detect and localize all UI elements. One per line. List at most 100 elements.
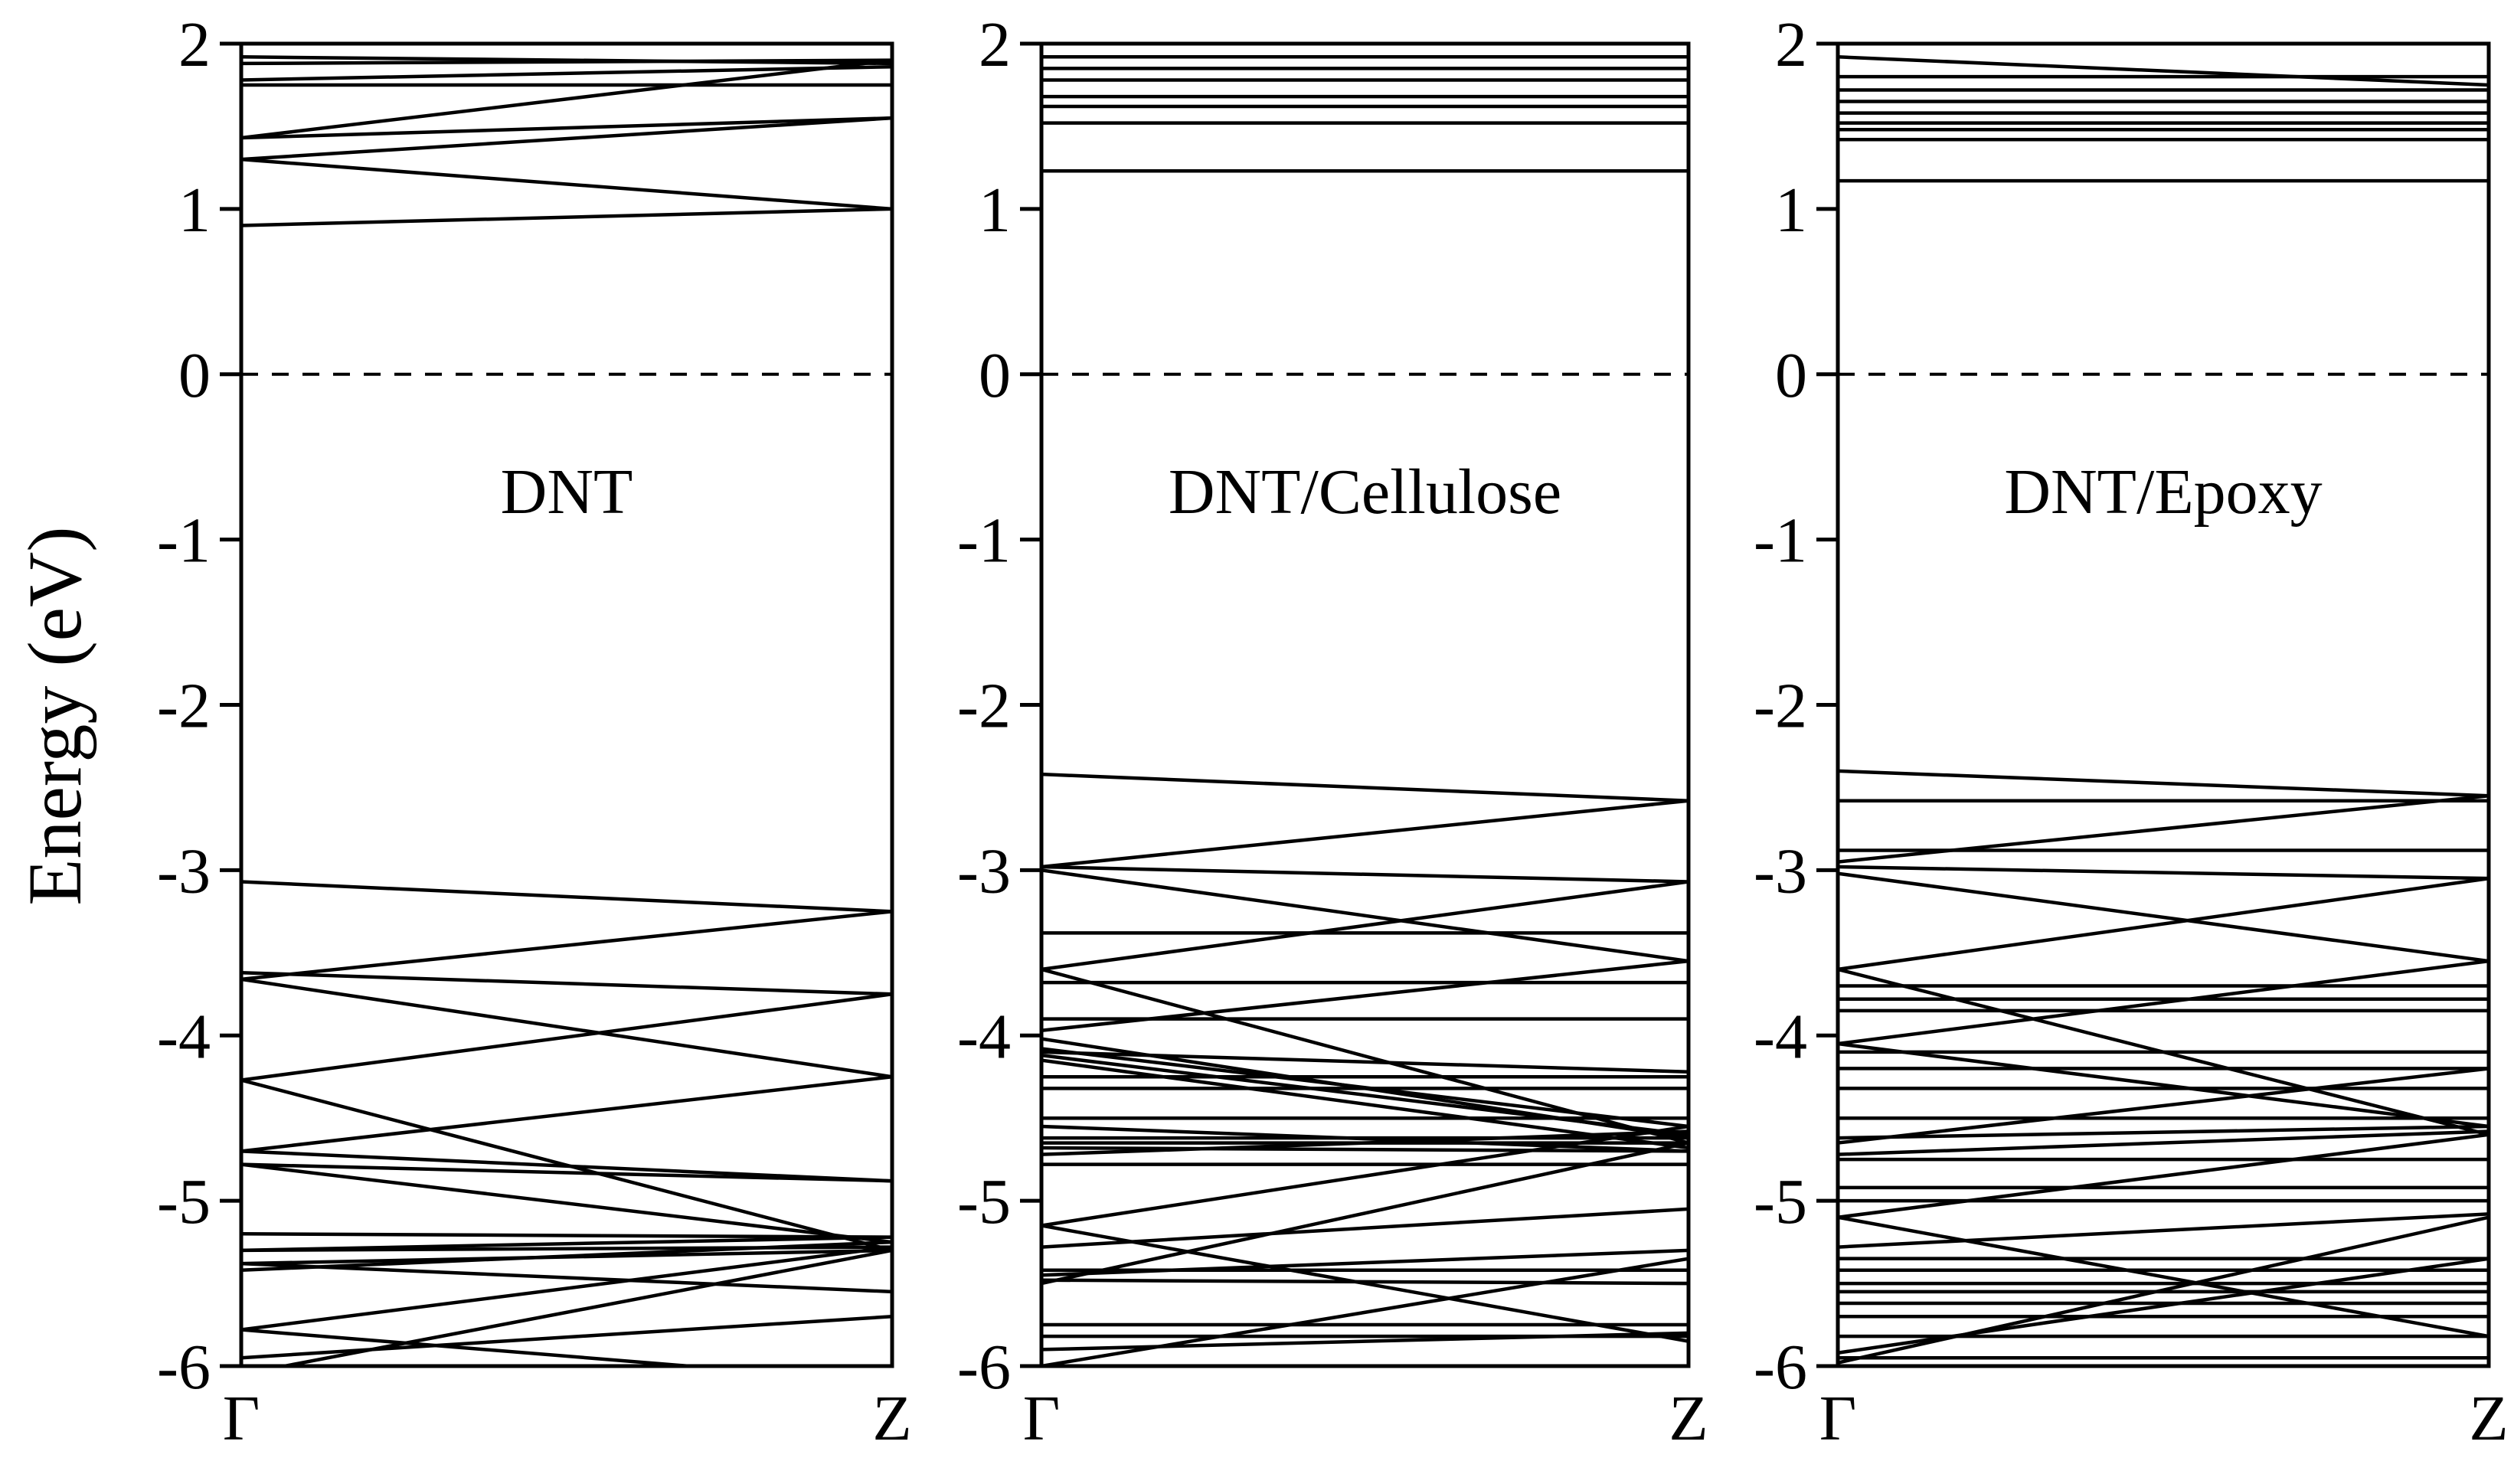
band-line <box>241 1162 892 1244</box>
band-line <box>241 58 892 66</box>
y-tick-label: -6 <box>1754 1332 1807 1403</box>
band-line <box>241 157 892 211</box>
band-line <box>1838 1133 2489 1219</box>
y-tick-label: -3 <box>1754 835 1807 907</box>
band-line <box>241 1314 892 1360</box>
band-line <box>1041 1248 1689 1277</box>
band-line <box>241 1149 892 1183</box>
band-line <box>1838 1212 2489 1249</box>
y-tick-label: -1 <box>157 505 211 577</box>
band-line <box>1838 769 2489 798</box>
band-line <box>1838 1124 2489 1140</box>
band-line <box>1041 868 1689 963</box>
y-tick-label: -1 <box>957 505 1011 577</box>
band-line <box>1838 1215 2489 1365</box>
band-line <box>241 58 892 140</box>
band-line <box>1041 799 1689 869</box>
band-line <box>241 64 892 82</box>
band-line <box>1838 1257 2489 1355</box>
band-line <box>241 1328 711 1366</box>
bands <box>241 55 892 1366</box>
k-point-label: Γ <box>1023 1383 1061 1454</box>
band-line <box>241 116 892 162</box>
band-line <box>241 970 892 996</box>
y-tick-label: -5 <box>957 1166 1011 1237</box>
y-tick-label: -3 <box>957 835 1011 907</box>
band-line <box>1838 1129 2489 1156</box>
panel-1: 2 1 0 -1 -2 -3 -4 -5 -6Γ Z DNT <box>157 9 912 1454</box>
band-line <box>1838 1067 2489 1145</box>
bands <box>1041 55 1689 1366</box>
band-line <box>1838 865 2489 881</box>
band-line <box>1838 871 2489 963</box>
band-line <box>241 1261 892 1294</box>
y-tick-label: 0 <box>1775 340 1807 411</box>
y-tick-label: -2 <box>157 671 211 742</box>
band-line <box>1041 1053 1689 1137</box>
y-tick-label: -4 <box>1754 1001 1807 1072</box>
y-tick-label: 0 <box>979 340 1011 411</box>
band-line <box>1041 1207 1689 1249</box>
band-line <box>1838 959 2489 1046</box>
y-tick-label: -3 <box>157 835 211 907</box>
band-line <box>241 1232 892 1239</box>
y-tick-label: 1 <box>979 175 1011 246</box>
band-line <box>241 880 892 914</box>
y-tick-label: -5 <box>1754 1166 1807 1237</box>
band-line <box>1041 1141 1689 1286</box>
panel-frame <box>1836 41 2491 1368</box>
y-tick-label: 1 <box>178 175 211 246</box>
band-line <box>1041 1058 1689 1150</box>
k-point-label: Γ <box>223 1383 260 1454</box>
y-tick-label: 1 <box>1775 175 1807 246</box>
y-tick-label: 2 <box>979 9 1011 80</box>
panel-label: DNT/Cellulose <box>1169 456 1561 528</box>
y-tick-label: -6 <box>957 1332 1011 1403</box>
y-tick-label: -6 <box>157 1332 211 1403</box>
band-line <box>1041 1278 1689 1286</box>
band-line <box>1041 880 1689 972</box>
band-line <box>1041 865 1689 884</box>
y-tick-label: -4 <box>957 1001 1011 1072</box>
band-line <box>1838 1041 2489 1129</box>
k-point-label: Z <box>2469 1383 2508 1454</box>
band-line <box>241 1240 892 1273</box>
band-line <box>1041 959 1689 1033</box>
y-tick-label: -2 <box>957 671 1011 742</box>
band-line <box>1041 1257 1689 1366</box>
y-axis-label: Energy (eV) <box>12 526 97 905</box>
panel-2: 2 1 0 -1 -2 -3 -4 -5 -6Γ Z DNT/Cellulose <box>957 9 1708 1454</box>
bands <box>1838 55 2489 1365</box>
band-line <box>1838 876 2489 972</box>
panel-frame <box>1039 41 1691 1368</box>
y-tick-label: -5 <box>157 1166 211 1237</box>
band-line <box>241 1074 892 1153</box>
panel-label: DNT <box>501 456 633 528</box>
band-line <box>241 116 892 140</box>
k-point-label: Z <box>1669 1383 1708 1454</box>
y-tick-label: -1 <box>1754 505 1807 577</box>
k-point-label: Γ <box>1819 1383 1857 1454</box>
band-line <box>1838 1215 2489 1339</box>
band-line <box>275 1248 892 1366</box>
y-tick-label: 0 <box>178 340 211 411</box>
y-tick-label: 2 <box>178 9 211 80</box>
band-line <box>241 977 892 1079</box>
band-line <box>241 207 892 227</box>
band-line <box>1838 793 2489 864</box>
band-line <box>1041 1146 1689 1153</box>
band-line <box>1041 1124 1689 1227</box>
k-point-label: Z <box>872 1383 911 1454</box>
band-line <box>241 1162 892 1183</box>
band-line <box>1041 1129 1689 1156</box>
panel-label: DNT/Epoxy <box>2004 456 2322 528</box>
band-line <box>241 992 892 1082</box>
band-line <box>1041 1050 1689 1074</box>
y-tick-label: -2 <box>1754 671 1807 742</box>
band-line <box>1838 55 2489 87</box>
band-line <box>1041 772 1689 802</box>
y-tick-label: 2 <box>1775 9 1807 80</box>
band-line <box>241 910 892 982</box>
panel-3: 2 1 0 -1 -2 -3 -4 -5 -6Γ Z DNT/Epoxy <box>1754 9 2509 1454</box>
